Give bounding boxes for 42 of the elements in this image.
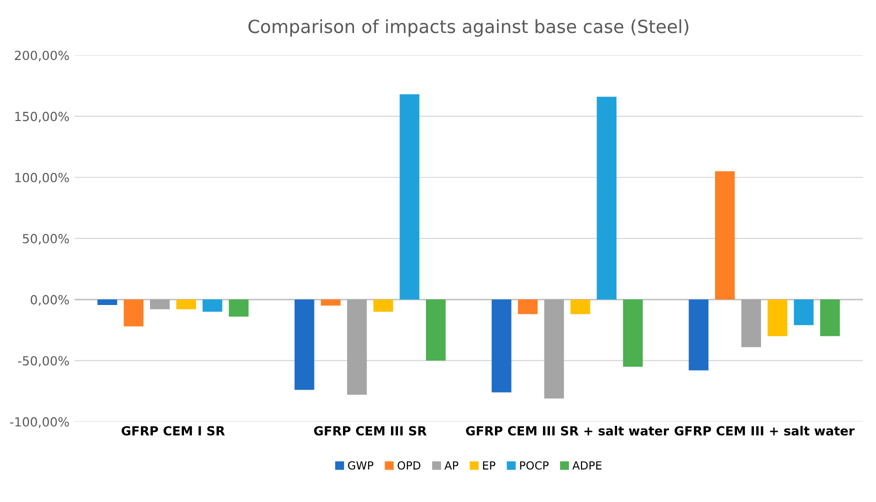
y-tick-label: -50,00% <box>18 356 69 367</box>
bar <box>518 300 538 314</box>
x-tick-label: GFRP CEM III SR <box>314 426 427 436</box>
legend-label: EP <box>483 461 496 470</box>
chart-title: Comparison of impacts against base case (Steel) <box>248 19 688 37</box>
x-tick-label: GFRP CEM I SR <box>122 426 225 436</box>
bar <box>320 300 341 306</box>
legend-label: OPD <box>398 461 420 470</box>
x-tick-label: GFRP CEM III SR + salt water <box>466 426 669 436</box>
bar <box>570 300 590 314</box>
legend-label: ADPE <box>572 461 602 470</box>
bar <box>400 94 420 300</box>
bar <box>347 300 367 395</box>
bar <box>228 300 249 317</box>
bar <box>176 300 196 310</box>
bar <box>623 300 643 367</box>
bar <box>373 300 394 312</box>
bar <box>688 300 708 370</box>
bar <box>820 300 840 336</box>
bar <box>294 300 314 390</box>
bar <box>492 300 512 392</box>
bar <box>202 300 222 312</box>
bar <box>715 171 735 300</box>
bar <box>426 300 446 361</box>
bar <box>741 300 762 348</box>
y-tick-label: 100,00% <box>15 172 69 184</box>
legend-label: GWP <box>348 461 374 470</box>
y-tick-label: -100,00% <box>10 417 69 428</box>
x-tick-label: GFRP CEM III + salt water <box>674 426 855 436</box>
bar <box>544 300 564 398</box>
y-tick-label: 50,00% <box>22 234 69 245</box>
bar <box>794 300 814 326</box>
y-tick-label: 200,00% <box>14 50 69 62</box>
y-tick-label: 0,00% <box>30 295 69 306</box>
bar <box>150 300 170 310</box>
bar <box>97 300 118 306</box>
y-tick-label: 150,00% <box>15 112 69 122</box>
bar <box>124 300 144 326</box>
bar <box>596 96 616 300</box>
bar <box>768 300 788 336</box>
legend-label: AP <box>444 461 458 470</box>
legend-label: POCP <box>520 461 549 470</box>
